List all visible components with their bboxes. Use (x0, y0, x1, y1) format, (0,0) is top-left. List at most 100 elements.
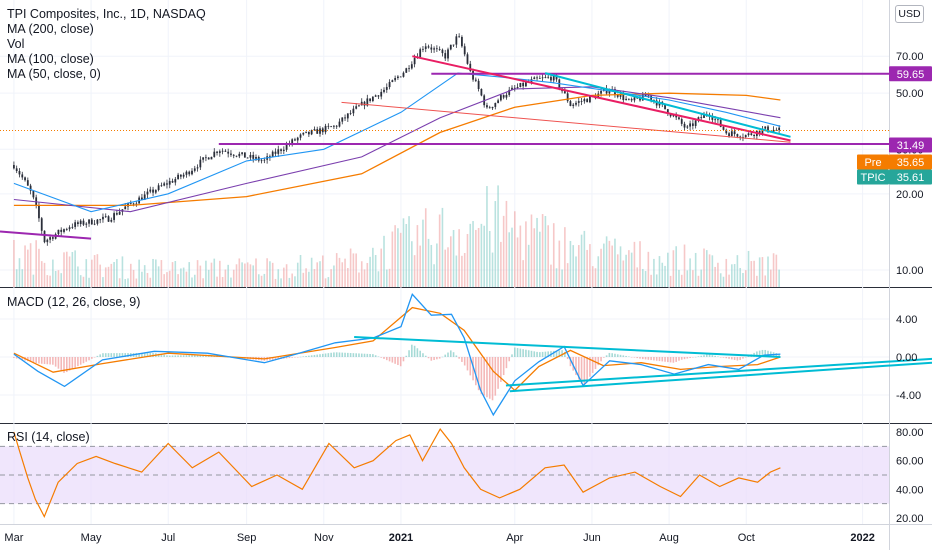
candle-body (341, 117, 344, 122)
macd-histogram-bar (636, 357, 639, 359)
volume-bar (630, 252, 633, 287)
candle-body (346, 113, 349, 119)
volume-bar (411, 241, 413, 287)
candle-body (40, 218, 43, 231)
volume-bar (513, 211, 516, 287)
candle-body (344, 117, 346, 119)
rsi-line (13, 428, 781, 519)
candle-body (305, 131, 307, 133)
macd-histogram-bar (15, 357, 18, 359)
volume-bar (639, 241, 641, 287)
volume-bar (661, 262, 664, 287)
candle-body (246, 157, 249, 159)
macd-histogram-bar (678, 357, 680, 361)
macd-histogram-bar (310, 355, 313, 357)
volume-bar (502, 215, 505, 287)
macd-histogram-bar (736, 357, 739, 361)
candle-body (513, 87, 516, 89)
x-tick-label: Sep (237, 532, 257, 544)
volume-bar (413, 255, 416, 287)
volume-bar (91, 259, 93, 287)
macd-histogram-bar (589, 357, 591, 377)
macd-histogram-bar (452, 352, 455, 357)
indicator-vol[interactable]: Vol (7, 37, 25, 51)
indicator-ma200[interactable]: MA (200, close) (7, 22, 94, 36)
macd-histogram-bar (641, 357, 644, 360)
candle-body (13, 165, 15, 169)
macd-histogram-bar (725, 357, 728, 359)
macd-histogram-bar (352, 353, 355, 357)
currency-button[interactable]: USD (895, 5, 924, 23)
candle-body (600, 90, 602, 94)
candle-body (168, 181, 171, 185)
macd-histogram-bar (575, 357, 577, 376)
candle-body (405, 68, 408, 73)
volume-bar (40, 261, 43, 287)
indicator-ma100[interactable]: MA (100, close) (7, 52, 94, 66)
volume-bar (564, 227, 566, 287)
y-tick-label: 10.00 (896, 265, 924, 277)
volume-bar (288, 277, 291, 287)
volume-bar (27, 249, 29, 287)
candle-body (241, 152, 243, 154)
candle-body (728, 133, 730, 137)
macd-histogram-bar (394, 357, 396, 364)
macd-histogram-bar (669, 357, 672, 363)
volume-bar (135, 278, 138, 287)
candle-body (739, 136, 742, 138)
volume-bar (424, 208, 427, 287)
volume-bar (244, 263, 246, 287)
macd-histogram-bar (91, 357, 93, 359)
macd-histogram-bar (163, 354, 165, 357)
macd-histogram-bar (299, 356, 302, 358)
early-support-line (0, 230, 92, 240)
volume-bar (461, 255, 463, 287)
y-tick-label: 80.00 (896, 427, 924, 439)
volume-bar (366, 262, 369, 287)
candle-body (544, 77, 547, 78)
volume-bar (600, 248, 602, 287)
macd-histogram-bar (714, 355, 716, 357)
candle-body (255, 157, 257, 159)
candle-body (435, 48, 438, 50)
volume-bar (486, 186, 488, 287)
volume-bar (383, 235, 385, 287)
moving-averages (13, 72, 781, 213)
candle-body (377, 95, 380, 97)
macd-histogram-bar (664, 357, 666, 362)
macd-histogram-bar (628, 356, 630, 357)
macd-histogram-bar (21, 357, 24, 360)
y-tick-label: 4.00 (896, 314, 917, 326)
candle-body (764, 126, 767, 129)
candle-body (719, 120, 722, 127)
volume-bar (149, 277, 152, 287)
candle-body (516, 87, 519, 89)
macd-histogram-bar (372, 354, 374, 357)
candle-body (380, 91, 383, 97)
candle-body (758, 130, 761, 134)
indicator-ma50[interactable]: MA (50, close, 0) (7, 67, 101, 81)
candle-body (438, 49, 441, 50)
volume-bar (160, 260, 163, 287)
macd-histogram-bar (288, 357, 291, 359)
macd-title[interactable]: MACD (12, 26, close, 9) (7, 295, 141, 309)
macd-histogram-bar (555, 350, 558, 357)
volume-bar (633, 241, 636, 287)
candle-body (324, 125, 327, 133)
candle-body (235, 155, 238, 157)
volume-bar (316, 262, 319, 287)
macd-histogram-bar (722, 357, 725, 358)
macd-histogram-bar (277, 357, 280, 360)
volume-bar (550, 264, 552, 287)
candle-body (32, 190, 35, 198)
symbol-title[interactable]: TPI Composites, Inc., 1D, NASDAQ (7, 7, 206, 21)
candle-body (502, 95, 505, 98)
volume-bar (399, 232, 402, 287)
candle-body (577, 101, 580, 103)
rsi-title[interactable]: RSI (14, close) (7, 430, 90, 444)
volume-bar (260, 275, 263, 287)
candle-body (90, 219, 93, 225)
volume-bar (708, 254, 711, 287)
macd-histogram-bar (558, 350, 561, 357)
volume-bar (497, 185, 499, 287)
